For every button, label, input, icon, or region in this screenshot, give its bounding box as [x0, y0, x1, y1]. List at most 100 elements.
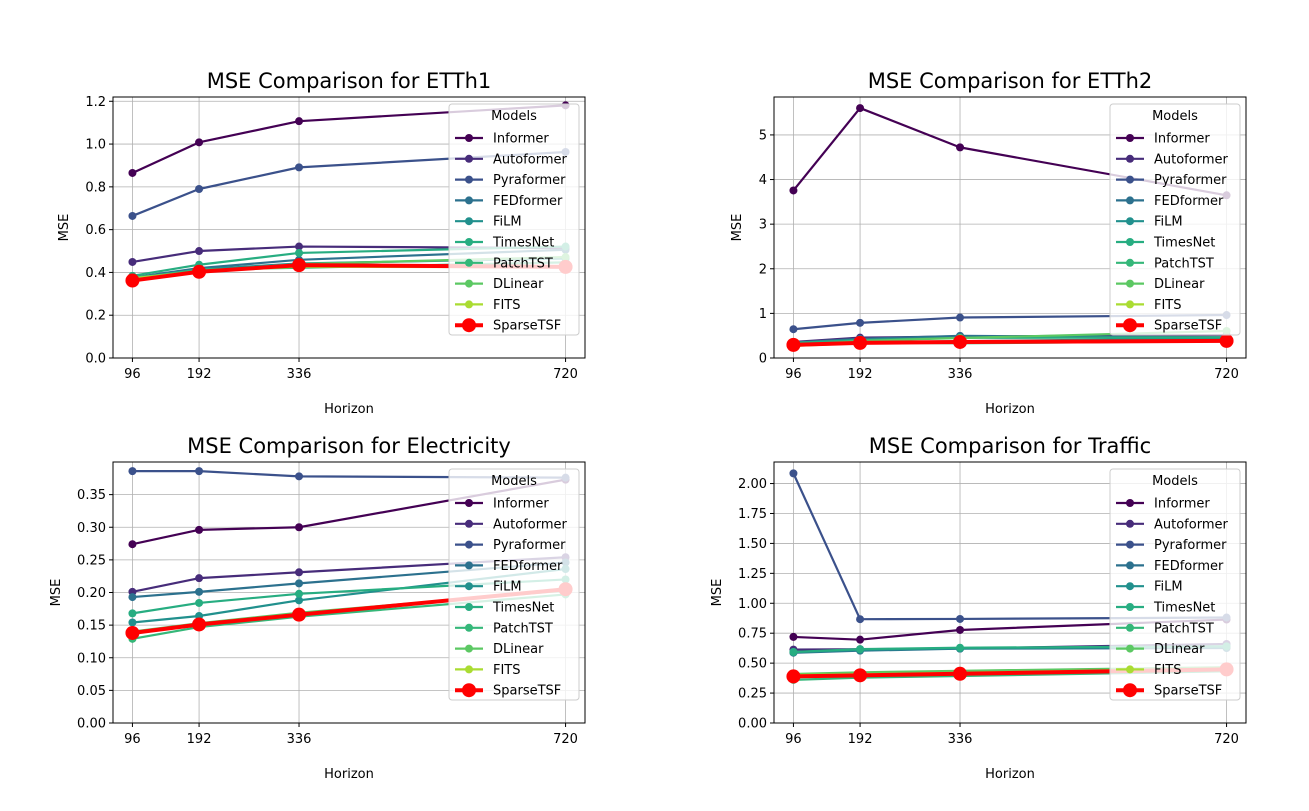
legend-swatch-marker: [465, 279, 473, 288]
y-tick-label: 1.75: [738, 507, 767, 522]
data-point-fedformer: [128, 593, 137, 602]
legend-entry-label: Pyraformer: [1154, 173, 1227, 188]
data-point-pyraformer: [128, 211, 137, 220]
series-line-pyraformer: [132, 470, 566, 479]
x-tick-label: 720: [1214, 367, 1239, 382]
legend-entry-label: Autoformer: [1154, 517, 1228, 532]
legend-title: Models: [1152, 474, 1198, 489]
legend-swatch-marker: [465, 644, 473, 653]
y-tick-label: 1.0: [85, 138, 106, 153]
legend-entry-label: DLinear: [1154, 642, 1205, 657]
y-tick-label: 0.35: [77, 488, 106, 503]
data-point-sparsetsf: [125, 273, 140, 288]
legend-entry-label: Pyraformer: [493, 173, 566, 188]
legend-entry-label: Informer: [1154, 497, 1210, 512]
x-tick-label: 96: [124, 732, 141, 747]
x-tick-label: 336: [948, 367, 973, 382]
data-point-informer: [128, 540, 137, 549]
legend-title: Models: [491, 474, 537, 489]
data-point-timesnet: [128, 609, 137, 618]
y-tick-label: 0.05: [77, 684, 106, 699]
legend-entry-label: Autoformer: [493, 517, 567, 532]
y-tick-label: 0.75: [738, 627, 767, 642]
legend-entry-label: TimesNet: [492, 601, 554, 616]
data-point-informer: [956, 143, 965, 152]
legend-swatch-marker: [465, 258, 473, 267]
legend-entry-label: SparseTSF: [1154, 684, 1222, 699]
legend-swatch-marker: [1126, 561, 1134, 570]
data-point-pyraformer: [195, 184, 204, 193]
series-line-informer: [132, 478, 566, 546]
x-tick-label: 192: [848, 732, 873, 747]
data-point-pyraformer: [195, 467, 204, 476]
legend-swatch-marker: [1126, 279, 1134, 288]
y-tick-label: 0.20: [77, 586, 106, 601]
legend-entry-label: Autoformer: [493, 152, 567, 167]
legend-entry-label: FEDformer: [1154, 194, 1224, 209]
data-point-timesnet: [195, 598, 204, 607]
legend-entry-label: FITS: [1154, 663, 1182, 678]
data-point-sparsetsf: [953, 666, 968, 681]
data-point-film: [128, 618, 137, 627]
data-point-sparsetsf: [192, 617, 207, 632]
series-line-dlinear: [793, 666, 1227, 676]
data-point-timesnet: [856, 645, 865, 654]
data-point-informer: [856, 104, 865, 113]
legend-swatch-marker: [1126, 644, 1134, 653]
x-tick-label: 192: [848, 367, 873, 382]
y-tick-label: 0: [759, 352, 767, 367]
y-axis-label: MSE: [57, 214, 72, 242]
data-point-film: [295, 596, 304, 605]
plot-frame: [773, 461, 1247, 724]
data-point-pyraformer: [128, 467, 137, 476]
plot-frame: [112, 96, 586, 359]
chart-panel-2: 96 192 336 720 0 1 2 3 4 5 MSE Comparison for ETTh…: [730, 69, 1247, 417]
legend-entry-label: PatchTST: [493, 256, 553, 271]
legend: Models Informer Autoformer Pyraformer FEDfor…: [1109, 468, 1241, 701]
x-tick-label: 336: [948, 732, 973, 747]
chart-panel-1: 96 192 336 720 0.0 0.2 0.4 0.6 0.8 1.0 1.2 MSE Comp…: [57, 69, 586, 417]
y-tick-label: 0.00: [77, 717, 106, 732]
legend-entry-label: FEDformer: [493, 559, 563, 574]
legend-swatch-marker: [465, 603, 473, 611]
x-tick-label: 336: [287, 367, 312, 382]
series-line-patchtst: [132, 593, 566, 640]
data-point-autoformer: [195, 574, 204, 583]
legend-swatch-marker: [465, 300, 473, 309]
legend-swatch-marker: [1126, 582, 1134, 591]
legend-swatch-marker: [465, 499, 473, 507]
legend-entry-label: PatchTST: [493, 621, 553, 636]
legend-entry-label: FiLM: [1154, 580, 1183, 595]
legend-swatch-marker: [1126, 175, 1134, 184]
data-point-informer: [789, 632, 798, 641]
legend-swatch-marker: [465, 519, 473, 528]
x-axis-label: Horizon: [324, 767, 374, 782]
x-axis-label: Horizon: [985, 767, 1035, 782]
legend-title: Models: [1152, 109, 1198, 124]
data-point-fedformer: [295, 579, 304, 588]
y-tick-label: 0.4: [85, 266, 106, 281]
x-tick-label: 96: [785, 367, 802, 382]
legend-entry-label: Pyraformer: [493, 538, 566, 553]
legend-entry-label: PatchTST: [1154, 621, 1214, 636]
legend-swatch-marker: [1126, 258, 1134, 267]
legend-swatch-marker: [1126, 238, 1134, 246]
legend-entry-label: SparseTSF: [493, 684, 561, 699]
series-line-sparsetsf: [132, 587, 566, 635]
data-point-informer: [195, 138, 204, 147]
legend: Models Informer Autoformer Pyraformer FEDfor…: [448, 468, 580, 701]
data-point-timesnet: [295, 248, 304, 257]
legend-entry-label: SparseTSF: [493, 319, 561, 334]
data-point-fedformer: [195, 587, 204, 596]
data-point-autoformer: [195, 247, 204, 256]
y-tick-label: 0.8: [85, 180, 106, 195]
series-line-pyraformer: [793, 313, 1227, 331]
legend-entry-label: FiLM: [1154, 215, 1183, 230]
series-line-autoformer: [132, 245, 566, 264]
legend-entry-label: FiLM: [493, 580, 522, 595]
legend-swatch-marker: [465, 175, 473, 184]
legend: Models Informer Autoformer Pyraformer FEDfor…: [448, 103, 580, 336]
data-point-informer: [789, 186, 798, 195]
y-tick-label: 1.25: [738, 567, 767, 582]
data-point-pyraformer: [956, 614, 965, 623]
